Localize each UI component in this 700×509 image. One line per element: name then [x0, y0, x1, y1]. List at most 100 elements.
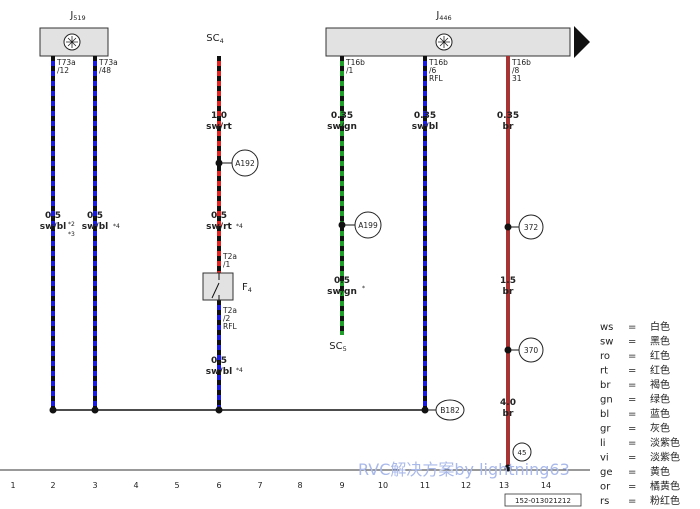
component-label: J446	[435, 10, 451, 22]
legend-code: li	[600, 438, 606, 449]
column-number: 2	[50, 481, 55, 490]
node-circle	[231, 149, 259, 177]
node-circle	[518, 337, 544, 363]
column-number: 14	[541, 481, 551, 490]
column-number: 1	[10, 481, 15, 490]
junction	[215, 406, 223, 414]
legend-equals: =	[628, 438, 636, 449]
legend-code: or	[600, 482, 611, 493]
wire-color: br	[503, 287, 514, 297]
column-number: 12	[461, 481, 471, 490]
legend-code: bl	[600, 409, 609, 420]
junction	[91, 406, 99, 414]
wire-size: 0.5	[211, 211, 227, 221]
node-label: 372	[524, 223, 539, 232]
legend-color: 橘黄色	[650, 480, 680, 493]
legend-code: ws	[600, 322, 613, 333]
column-number: 13	[499, 481, 509, 490]
pin-label: T16b	[428, 58, 448, 67]
connector-label-sub: 5	[343, 345, 347, 353]
component-label: J519	[69, 10, 85, 22]
wire-color: sw/bl	[412, 122, 439, 132]
wire-size: 4.0	[500, 398, 516, 408]
wire-size: 0.5	[45, 211, 61, 221]
legend-color: 灰色	[650, 422, 670, 435]
continue-arrow	[574, 26, 590, 58]
fuse-label-sub: 4	[248, 286, 252, 294]
control-symbol-star	[438, 36, 450, 48]
node-label: A199	[358, 221, 378, 230]
footnote: *4	[236, 223, 243, 230]
column-number: 10	[378, 481, 388, 490]
legend-equals: =	[628, 482, 636, 493]
junction	[49, 406, 57, 414]
pin-label: T16b	[511, 58, 531, 67]
node-circle	[354, 211, 382, 239]
wire-color: sw/gn	[327, 287, 357, 297]
legend-color: 白色	[650, 320, 670, 333]
pin-label: /12	[57, 66, 69, 75]
watermark: RVC解决方案by lightning63	[358, 460, 570, 479]
column-number: 11	[420, 481, 430, 490]
footnote: *2	[68, 221, 75, 228]
legend-code: rs	[600, 496, 609, 507]
wire-size: 0.35	[414, 111, 436, 121]
footnote: *	[362, 285, 365, 292]
legend-equals: =	[628, 322, 636, 333]
column-number: 4	[133, 481, 138, 490]
legend-equals: =	[628, 453, 636, 464]
legend-color: 黄色	[650, 465, 670, 478]
component-label-main: J	[435, 10, 439, 21]
component-label-sub: 519	[73, 14, 85, 22]
fuse-symbol	[211, 273, 220, 300]
pin-label: /48	[99, 66, 111, 75]
column-number: 5	[174, 481, 179, 490]
column-number: 8	[297, 481, 302, 490]
wire-color: sw/bl	[82, 222, 109, 232]
node-label: A192	[235, 159, 255, 168]
pin-label: RFL	[223, 322, 238, 331]
legend-code: rt	[600, 366, 608, 377]
legend-equals: =	[628, 496, 636, 507]
connector-label-sub: 4	[220, 37, 224, 45]
legend-equals: =	[628, 424, 636, 435]
legend-equals: =	[628, 409, 636, 420]
pin-label: 31	[512, 74, 522, 83]
pin-label: /6	[429, 66, 437, 75]
legend-equals: =	[628, 366, 636, 377]
wire-color: sw/bl	[206, 367, 233, 377]
wire-size: 1.0	[211, 111, 227, 121]
node-label: 45	[518, 449, 527, 457]
wire-color: sw/rt	[206, 222, 232, 232]
footnote: *4	[236, 367, 243, 374]
control-symbol-star	[66, 36, 78, 48]
connector-label: SC5	[329, 341, 346, 353]
legend-code: sw	[600, 337, 613, 348]
legend-color: 绿色	[650, 393, 670, 406]
legend-equals: =	[628, 337, 636, 348]
column-number: 6	[216, 481, 221, 490]
legend-equals: =	[628, 467, 636, 478]
pin-label: T73a	[98, 58, 118, 67]
connector-label-main: SC	[329, 341, 342, 352]
footnote: *3	[68, 231, 75, 238]
legend-equals: =	[628, 395, 636, 406]
component-label-sub: 446	[439, 14, 451, 22]
column-number: 9	[339, 481, 344, 490]
node-label: B182	[440, 406, 460, 415]
legend-color: 粉红色	[650, 494, 680, 507]
legend-code: gn	[600, 395, 613, 406]
code-box	[504, 493, 582, 507]
wire-size: 1.5	[500, 276, 516, 286]
node-circle	[435, 399, 465, 421]
wire-size: 0.5	[87, 211, 103, 221]
wire-size: 0.5	[211, 356, 227, 366]
column-number: 7	[257, 481, 262, 490]
pin-label: /8	[512, 66, 520, 75]
legend-color: 红色	[650, 364, 670, 377]
legend-color: 淡紫色	[650, 451, 680, 464]
junction	[504, 464, 512, 472]
pin-label: T73a	[56, 58, 76, 67]
legend-equals: =	[628, 351, 636, 362]
